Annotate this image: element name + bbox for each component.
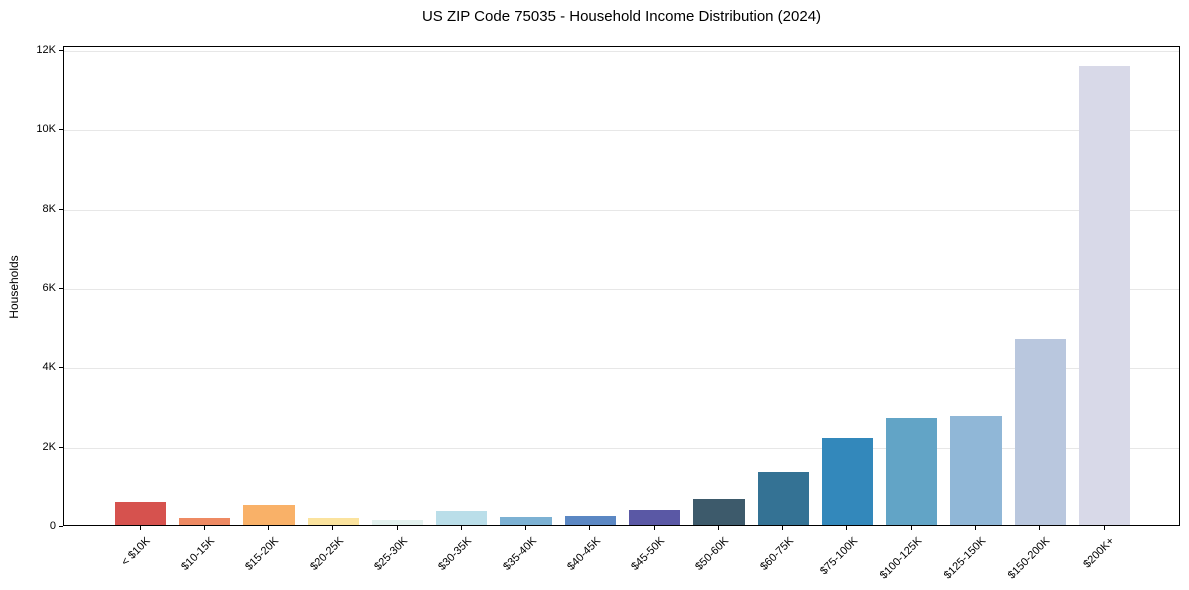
y-tick xyxy=(59,208,63,210)
gridline-8K xyxy=(64,209,1179,211)
y-tick-label: 10K xyxy=(36,123,56,136)
x-tick-label: $15-20K xyxy=(243,535,282,573)
bar-$200K+ xyxy=(1078,66,1131,525)
y-tick-label: 6K xyxy=(42,282,56,294)
bar-$40-45K xyxy=(564,515,617,525)
x-tick xyxy=(910,526,912,530)
chart-title: US ZIP Code 75035 - Household Income Dis… xyxy=(421,8,822,25)
x-tick xyxy=(268,526,269,530)
x-tick-label: $200K+ xyxy=(1081,535,1117,571)
x-tick xyxy=(589,526,591,530)
gridline-12K xyxy=(64,51,1179,52)
x-tick xyxy=(782,526,784,530)
x-tick-label: $30-35K xyxy=(436,535,475,573)
y-tick xyxy=(59,288,63,289)
x-tick xyxy=(1039,526,1041,530)
y-tick-label: 2K xyxy=(42,440,56,453)
x-tick xyxy=(1103,526,1105,530)
x-tick xyxy=(975,526,976,530)
x-tick-label: $25-30K xyxy=(372,535,411,573)
gridline-6K xyxy=(64,289,1179,290)
x-tick xyxy=(846,526,848,530)
bar-$150-200K xyxy=(1014,339,1066,525)
x-tick xyxy=(139,526,141,530)
x-tick-label: $150-200K xyxy=(1006,535,1053,582)
y-tick xyxy=(59,367,63,369)
y-tick xyxy=(59,129,63,131)
y-tick-label: 12K xyxy=(36,44,56,56)
x-tick-label: $125-150K xyxy=(941,535,989,582)
x-tick-label: $20-25K xyxy=(307,535,346,573)
x-tick-label: $100-125K xyxy=(877,535,925,582)
y-tick xyxy=(59,50,63,51)
gridline-2K xyxy=(64,447,1179,449)
x-tick-label: $40-45K xyxy=(564,535,603,573)
x-tick-label: $35-40K xyxy=(500,535,539,573)
x-tick xyxy=(653,526,655,530)
y-tick xyxy=(59,446,63,448)
bar-$60-75K xyxy=(757,472,809,525)
gridline-10K xyxy=(64,130,1179,132)
y-tick-label: 0 xyxy=(49,520,56,532)
x-tick xyxy=(525,526,527,530)
y-tick xyxy=(59,526,63,527)
bar-$15-20K xyxy=(243,504,295,525)
gridline-4K xyxy=(64,368,1179,370)
x-tick-label: < $10K xyxy=(119,535,153,569)
x-tick-label: $10-15K xyxy=(179,535,218,573)
x-tick-label: $50-60K xyxy=(693,535,732,573)
x-tick xyxy=(332,526,334,530)
x-tick-label: $75-100K xyxy=(817,535,860,578)
bar-$35-40K xyxy=(500,517,552,525)
x-tick xyxy=(396,526,398,530)
plot-area xyxy=(63,46,1180,526)
x-tick xyxy=(203,526,205,530)
bar-$75-100K xyxy=(821,437,874,525)
x-tick-label: $45-50K xyxy=(629,535,668,573)
bar-< $10K xyxy=(114,502,167,525)
bar-$100-125K xyxy=(886,417,938,525)
y-tick-label: 4K xyxy=(42,361,56,374)
y-tick-label: 8K xyxy=(42,202,56,215)
bar-$20-25K xyxy=(307,517,359,525)
bar-$50-60K xyxy=(693,499,745,525)
bar-$30-35K xyxy=(436,511,488,525)
x-tick xyxy=(717,526,719,530)
bar-$125-150K xyxy=(950,415,1002,525)
bar-$45-50K xyxy=(628,509,681,525)
bar-$25-30K xyxy=(371,519,424,525)
x-tick xyxy=(460,526,462,530)
x-tick-label: $60-75K xyxy=(757,535,796,573)
bar-$10-15K xyxy=(179,518,231,525)
